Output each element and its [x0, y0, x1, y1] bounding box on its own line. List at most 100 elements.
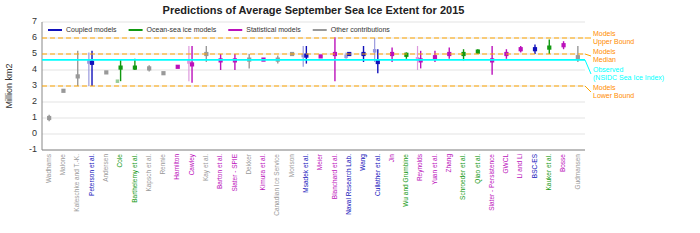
- x-axis: Wadhams Malone Kaleschke and T.-K. Peterson…: [45, 153, 581, 216]
- tick-label: BSC-ES: [531, 153, 538, 178]
- tick-label: Slater - Persistence: [488, 154, 495, 211]
- legend-label: Other contributions: [331, 26, 391, 33]
- tick-label: Kay et al.: [202, 154, 210, 181]
- tick-label: Barton et al.: [216, 154, 223, 189]
- tick-label: Reynolds: [416, 153, 424, 181]
- tick-label: Wu and Grumbine: [402, 154, 409, 207]
- point: [190, 62, 194, 66]
- point: [576, 55, 580, 59]
- tick-label: 6: [32, 32, 37, 42]
- point: [161, 71, 165, 75]
- reference-line: [42, 53, 585, 54]
- tick-label: Malone: [59, 154, 66, 176]
- tick-label: Gudmansen: [574, 154, 581, 190]
- range-bar: [88, 52, 89, 86]
- chart: -101234567Million km2Predictions of Aver…: [0, 0, 700, 233]
- tick-label: Msadek et al.: [302, 154, 309, 193]
- grid-line: [42, 134, 585, 135]
- range-bar: [120, 60, 121, 82]
- tick-label: Hamilton: [173, 154, 180, 180]
- reference-line: [42, 59, 585, 61]
- tick-label: Wang: [359, 154, 367, 171]
- tick-label: Meier: [316, 153, 323, 170]
- range-bar: [77, 51, 78, 86]
- point: [90, 61, 94, 65]
- tick-label: Kimura et al.: [259, 154, 266, 191]
- tick-label: GWCL: [502, 154, 509, 174]
- x-axis-line: [42, 150, 585, 151]
- label-line: Models: [593, 30, 616, 37]
- point: [147, 66, 151, 70]
- tick-label: Yuan et al.: [431, 154, 438, 185]
- point: [116, 79, 120, 83]
- tick-label: Schroeder et al.: [459, 154, 466, 200]
- label-line: Models: [593, 84, 616, 91]
- range-bar: [91, 51, 92, 86]
- point: [373, 49, 377, 53]
- tick-label: -1: [29, 144, 37, 154]
- tick-label: Slater - SPIE: [231, 153, 238, 191]
- legend-swatch: [48, 29, 62, 31]
- grid-line: [42, 22, 585, 23]
- grid-line: [42, 102, 585, 103]
- label-connector: [585, 38, 591, 39]
- tick-label: Cawley: [188, 153, 196, 175]
- point: [476, 50, 480, 54]
- tick-label: 3: [32, 80, 37, 90]
- legend-swatch: [129, 29, 143, 31]
- point: [519, 47, 523, 51]
- legend: Coupled modelsOcean-sea ice modelsStatis…: [48, 26, 390, 34]
- tick-label: Barthelemy et al.: [131, 154, 139, 203]
- grid-line: [42, 150, 585, 151]
- tick-label: 4: [32, 64, 37, 74]
- grid-line: [42, 86, 585, 87]
- tick-label: Cole: [116, 154, 123, 168]
- tick-label: Kauker et al.: [545, 154, 552, 191]
- grid-line: [42, 118, 585, 119]
- point: [433, 55, 437, 59]
- tick-label: Peterson et al.: [88, 154, 95, 196]
- tick-label: Kapsch et al.: [145, 154, 153, 192]
- label-connector: [585, 54, 591, 56]
- tick-label: 1: [32, 112, 37, 122]
- label-line: Observed: [593, 66, 623, 73]
- tick-label: Blanchard et al.: [331, 154, 338, 199]
- reference-line: [42, 85, 585, 86]
- legend-label: Ocean-sea ice models: [147, 26, 217, 33]
- point: [61, 89, 65, 93]
- y-axis: -101234567: [29, 16, 585, 154]
- point: [533, 47, 537, 51]
- reference-lines: [42, 38, 585, 86]
- point: [176, 65, 180, 69]
- label-connector: [585, 60, 591, 74]
- legend-label: Statistical models: [246, 26, 301, 33]
- y-axis-title: Million km2: [4, 63, 14, 108]
- tick-label: Naval Research Lab.: [345, 154, 352, 215]
- point: [547, 46, 551, 50]
- point: [561, 43, 565, 47]
- legend-swatch: [228, 29, 242, 31]
- tick-label: Cullather et al.: [374, 154, 381, 196]
- tick-label: 5: [32, 48, 37, 58]
- legend-swatch: [313, 29, 327, 31]
- label-line: Lower Bound: [593, 92, 634, 99]
- label-connector: [585, 86, 591, 92]
- label-line: (NSIDC Sea Ice Index): [593, 74, 664, 82]
- reference-line: [42, 37, 585, 38]
- point: [76, 74, 80, 78]
- grid-line: [42, 70, 585, 71]
- title: Predictions of Average September Sea Ice…: [163, 4, 465, 16]
- tick-label: 2: [32, 96, 37, 106]
- reference-label: ModelsMedian: [593, 48, 616, 63]
- tick-label: Zhang: [445, 154, 453, 173]
- tick-label: Kaleschke and T.-K.: [73, 154, 80, 212]
- tick-label: Canadian Ice Service: [273, 154, 280, 216]
- tick-label: 7: [32, 16, 37, 26]
- label-line: Models: [593, 48, 616, 55]
- tick-label: Wadhams: [45, 153, 52, 183]
- tick-label: Dekker: [245, 153, 252, 174]
- reference-label: ModelsLower Bound: [593, 84, 634, 99]
- tick-label: Rennie: [159, 154, 166, 175]
- tick-label: Jin: [388, 154, 395, 163]
- grid-line: [42, 38, 585, 39]
